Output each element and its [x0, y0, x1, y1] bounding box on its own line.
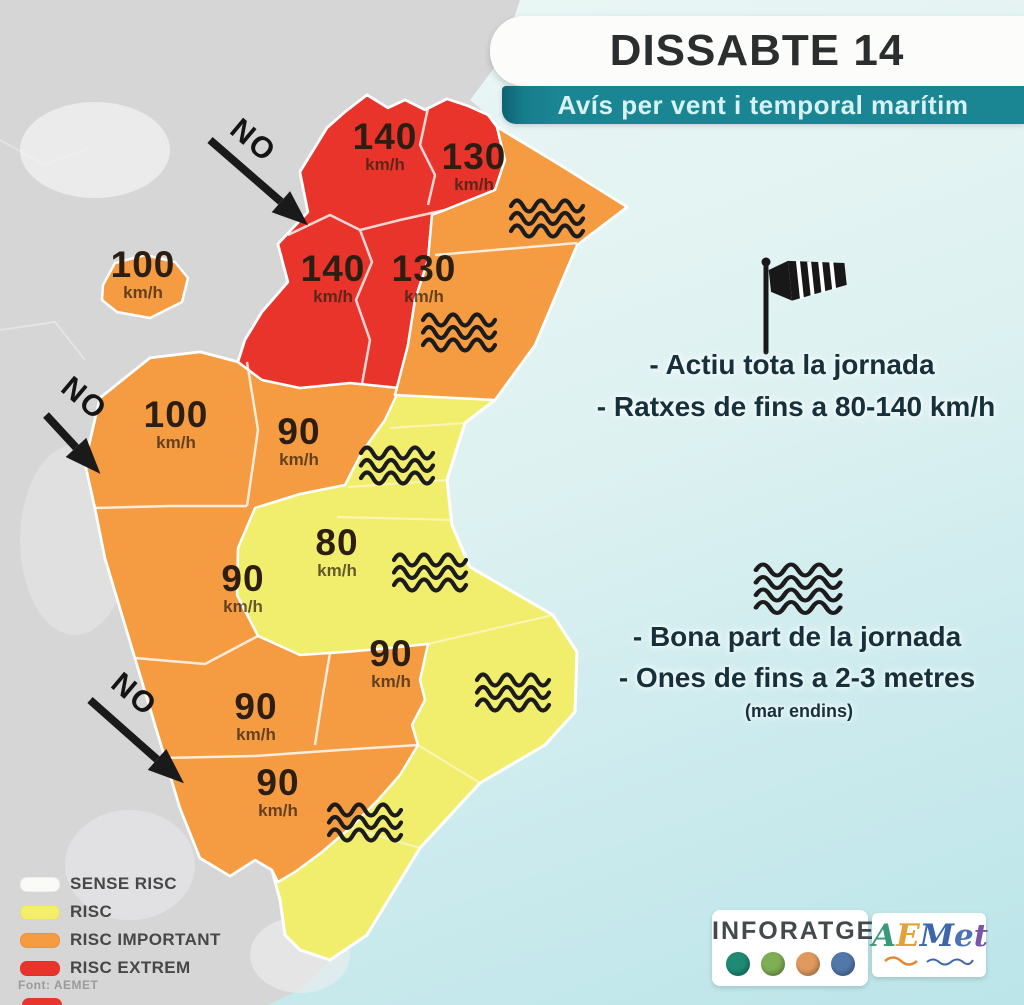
- wind-speed-unit: km/h: [258, 801, 298, 821]
- sea-info-line-1: - Bona part de la jornada: [632, 621, 962, 652]
- wind-speed-label: 90 km/h: [218, 762, 338, 821]
- legend-row: RISC IMPORTANT: [20, 930, 221, 950]
- wind-speed-unit: km/h: [371, 672, 411, 692]
- warning-banner: Avís per vent i temporal marítim: [502, 86, 1024, 124]
- legend-label: RISC: [70, 902, 113, 921]
- wind-speed-unit: km/h: [313, 287, 353, 307]
- aemet-logo-letter: e: [954, 918, 974, 954]
- wind-direction-arrow: [87, 697, 160, 763]
- wind-speed-label: 100 km/h: [116, 394, 236, 453]
- inforatge-logo-text: INFORATGE: [712, 917, 876, 945]
- wind-speed-value: 90: [234, 686, 278, 727]
- wind-speed-unit: km/h: [404, 287, 444, 307]
- wind-speed-value: 140: [300, 248, 366, 289]
- warning-banner-text: Avís per vent i temporal marítim: [557, 89, 969, 120]
- legend-row: RISC: [20, 902, 221, 922]
- inforatge-logo-dot: [795, 952, 820, 976]
- wind-direction-arrowhead: [271, 191, 309, 226]
- wind-speed-value: 90: [369, 633, 413, 674]
- legend-swatch: [20, 932, 60, 948]
- wind-direction-arrow: [43, 412, 79, 451]
- wind-speed-label: 130 km/h: [364, 248, 484, 307]
- wind-direction-arrow: [207, 136, 284, 205]
- wave-symbol: [329, 805, 401, 841]
- wind-speed-unit: km/h: [365, 155, 405, 175]
- legend-label: SENSE RISC: [70, 874, 177, 893]
- aemet-logo-text: AEMet: [872, 918, 989, 954]
- legend-source: Font: AEMET: [18, 978, 99, 992]
- wind-speed-value: 90: [221, 558, 265, 599]
- wind-speed-unit: km/h: [279, 450, 319, 470]
- wind-speed-label: 90 km/h: [183, 558, 303, 617]
- wind-speed-unit: km/h: [223, 597, 263, 617]
- wind-speed-value: 100: [143, 394, 209, 435]
- wind-speed-unit: km/h: [123, 283, 163, 303]
- inforatge-logo-dot: [725, 952, 750, 976]
- wind-speed-value: 130: [441, 136, 507, 177]
- wave-symbol: [423, 315, 495, 351]
- legend-swatch: [20, 876, 60, 892]
- legend-swatch: [20, 960, 60, 976]
- wind-speed-value: 90: [277, 411, 321, 452]
- inforatge-logo-dots: [712, 952, 868, 976]
- sea-info-note: (mar endins): [744, 701, 854, 721]
- wind-speed-label: 100 km/h: [83, 244, 203, 303]
- wind-speed-value: 130: [391, 248, 457, 289]
- legend-label: RISC IMPORTANT: [70, 930, 221, 949]
- zone-risc-important-coastal: [393, 125, 629, 402]
- wind-speed-value: 100: [110, 244, 176, 285]
- waves-icon: [756, 565, 840, 614]
- banner-title: DISSABTE 14: [609, 26, 905, 75]
- legend-swatch: [20, 904, 60, 920]
- wave-symbol: [361, 448, 433, 484]
- inforatge-logo-dot: [760, 952, 785, 976]
- wind-direction-arrowhead: [147, 748, 184, 784]
- wave-symbol: [511, 201, 583, 237]
- wind-speed-value: 140: [352, 116, 418, 157]
- aemet-logo-squiggles: [884, 956, 974, 966]
- wind-info-line-1: - Actiu tota la jornada: [649, 349, 935, 380]
- aemet-logo-letter: E: [896, 918, 920, 954]
- legend-swatch-clipped: [22, 998, 62, 1005]
- wind-speed-label: 90 km/h: [239, 411, 359, 470]
- legend-row: RISC EXTREM: [20, 958, 221, 978]
- sea-info-line-2: - Ones de fins a 2-3 metres: [618, 662, 976, 693]
- wind-speed-unit: km/h: [156, 433, 196, 453]
- aemet-logo-letter: A: [872, 918, 897, 954]
- zone-risc-important-enclave: [100, 253, 190, 320]
- day-banner: DISSABTE 14: [490, 16, 1024, 86]
- aemet-logo-letter: M: [919, 918, 955, 954]
- risk-legend: SENSE RISC RISC RISC IMPORTANT RISC EXTREM: [20, 874, 221, 986]
- wind-speed-label: 80 km/h: [277, 522, 397, 581]
- inforatge-logo: INFORATGE: [712, 910, 876, 986]
- wind-speed-unit: km/h: [317, 561, 357, 581]
- wind-direction-arrowhead: [65, 437, 101, 474]
- wind-speed-label: 140 km/h: [325, 116, 445, 175]
- wind-speed-value: 90: [256, 762, 300, 803]
- wind-speed-unit: km/h: [236, 725, 276, 745]
- wind-speed-label: 140 km/h: [273, 248, 393, 307]
- aemet-logo-letter: t: [973, 918, 989, 954]
- wave-symbol: [477, 675, 549, 711]
- wave-symbol: [394, 555, 466, 591]
- legend-label: RISC EXTREM: [70, 958, 191, 977]
- wind-speed-unit: km/h: [454, 175, 494, 195]
- legend-row: SENSE RISC: [20, 874, 221, 894]
- wind-speed-label: 130 km/h: [414, 136, 534, 195]
- aemet-logo: AEMet: [872, 913, 989, 977]
- wind-speed-value: 80: [315, 522, 359, 563]
- inforatge-logo-dot: [830, 952, 855, 976]
- zone-borders: [94, 107, 578, 760]
- wind-info-line-2: - Ratxes de fins a 80-140 km/h: [596, 391, 996, 422]
- windsock-icon: [761, 257, 847, 355]
- wind-speed-label: 90 km/h: [196, 686, 316, 745]
- wind-speed-label: 90 km/h: [331, 633, 451, 692]
